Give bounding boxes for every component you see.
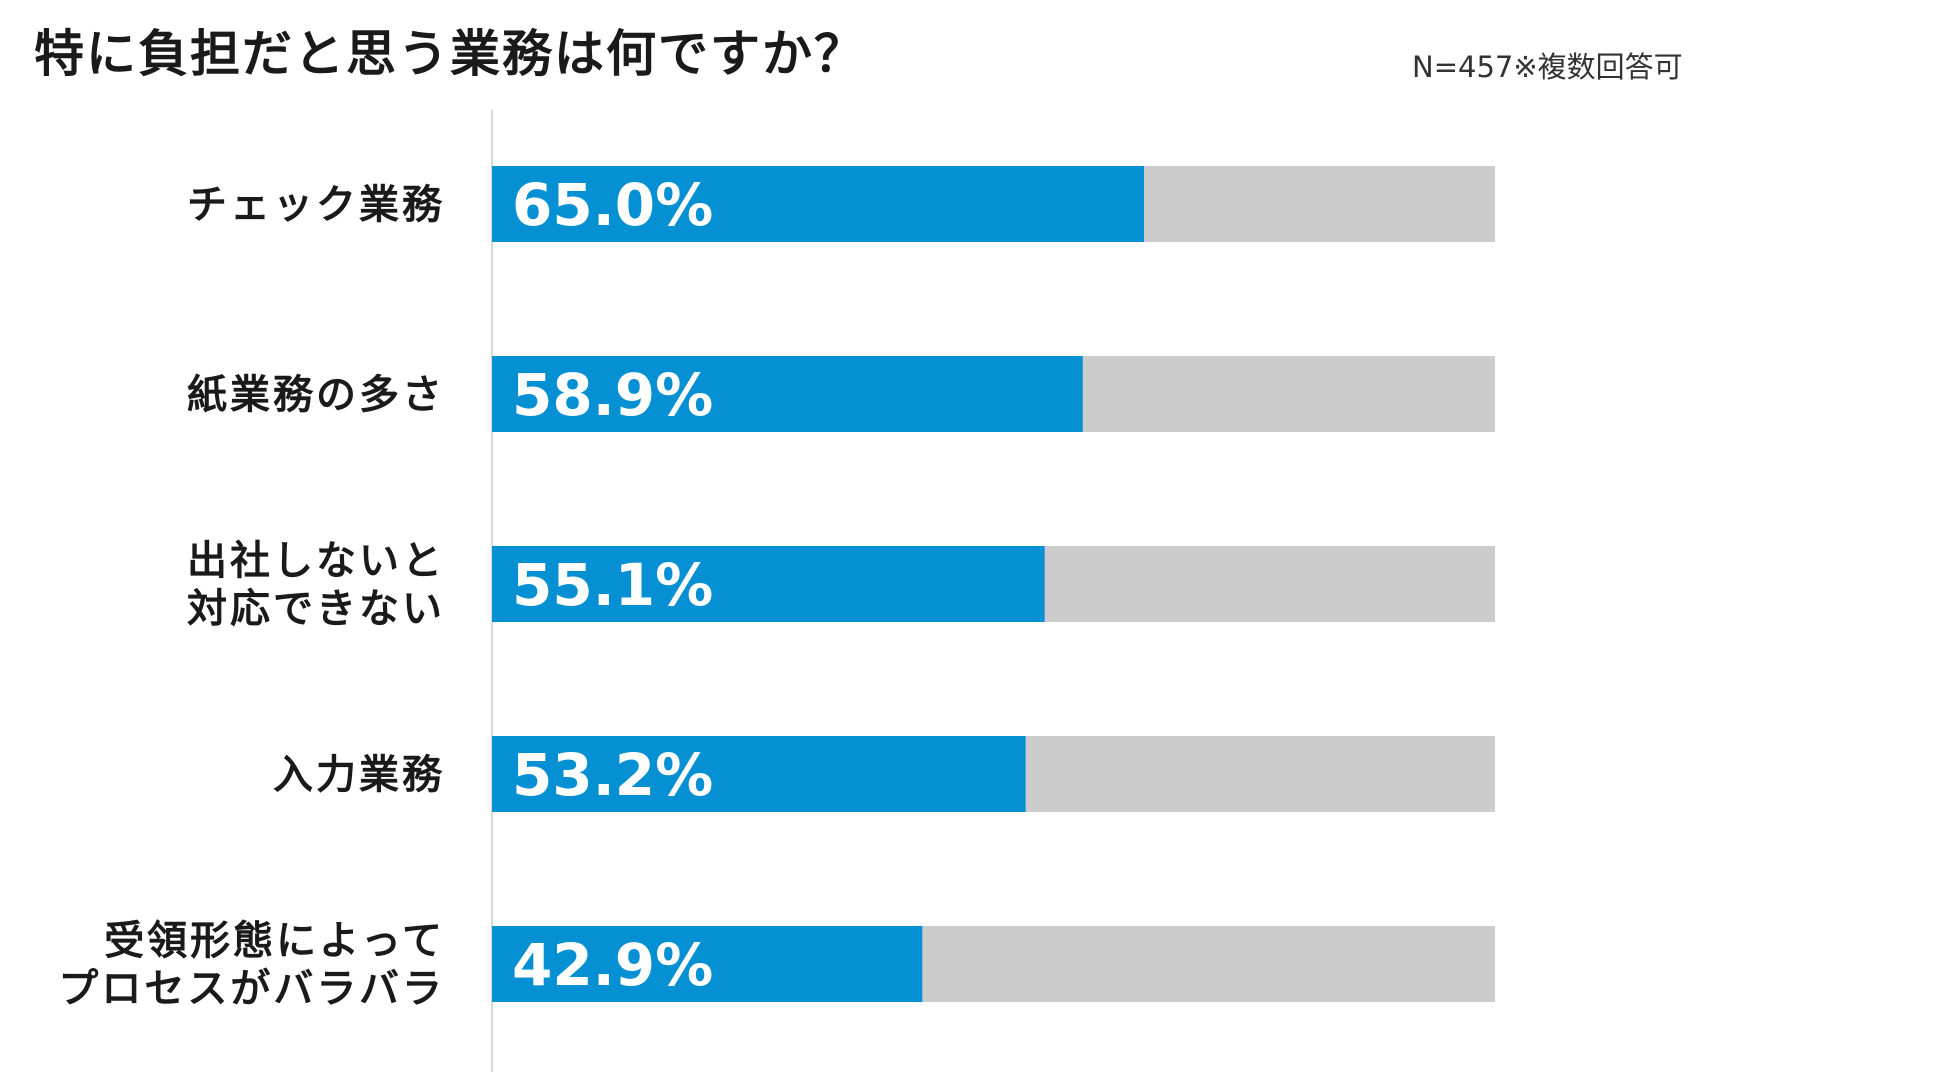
category-label: 対応できない: [187, 586, 445, 632]
bar-value-label: 58.9%: [512, 361, 713, 429]
bar: [492, 166, 1144, 242]
category-label: 出社しないと: [187, 538, 445, 584]
bar: [492, 926, 923, 1002]
bar-value-label: 65.0%: [512, 171, 713, 239]
bar-value-label: 53.2%: [512, 741, 713, 809]
category-label: プロセスがバラバラ: [58, 966, 445, 1012]
category-label: 入力業務: [273, 752, 445, 798]
bar: [492, 546, 1045, 622]
bar: [492, 736, 1026, 812]
bar-value-label: 55.1%: [512, 551, 713, 619]
sample-size-note: N=457※複数回答可: [1412, 50, 1683, 84]
category-label: チェック業務: [187, 182, 445, 228]
chart-title: 特に負担だと思う業務は何ですか？: [34, 25, 866, 83]
category-label: 紙業務の多さ: [187, 372, 445, 418]
category-label: 受領形態によって: [104, 918, 445, 964]
bar-value-label: 42.9%: [512, 931, 713, 999]
bar: [492, 356, 1083, 432]
